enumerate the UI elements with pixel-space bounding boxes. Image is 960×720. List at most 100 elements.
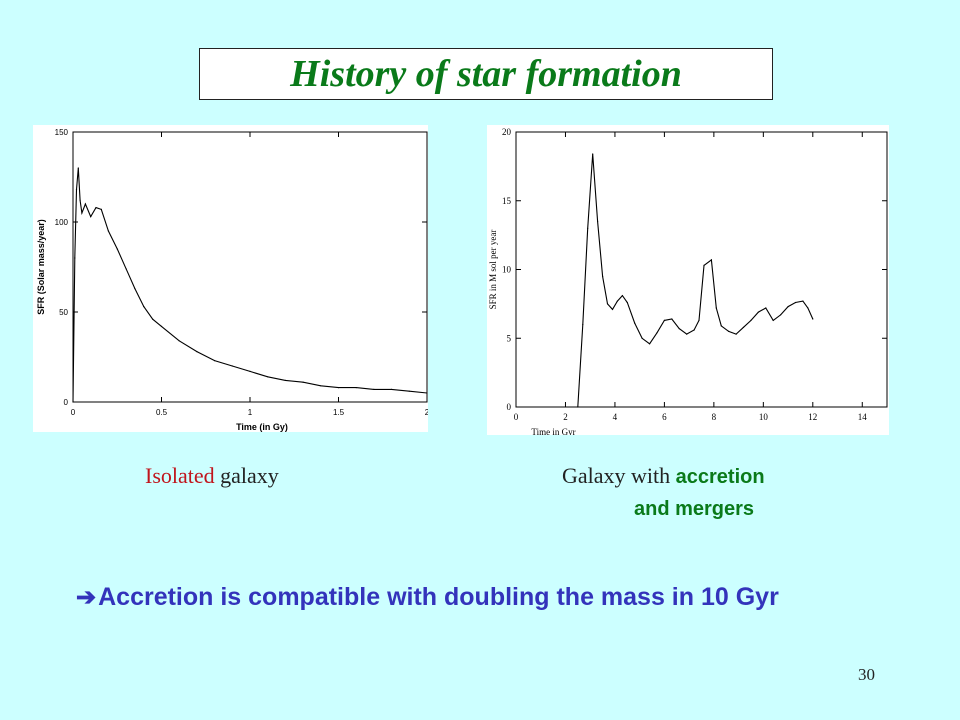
isolated-galaxy-chart-svg: 0 0.5 1 1.5 2 0 50 100 150 Time (in Gy) SFR (Solar… [36, 128, 428, 432]
chart2-data-point [772, 319, 774, 321]
chart2-xtick-label: 6 [662, 412, 667, 422]
chart1-plot-frame [72, 131, 428, 403]
chart1-x-axis-label: Time (in Gy) [236, 422, 288, 432]
caption-accretion-prefix: Galaxy with [562, 463, 676, 488]
chart1-data-point [231, 365, 233, 367]
chart1-data-point [302, 381, 304, 383]
chart2-xtick-label: 8 [712, 412, 717, 422]
chart2-ytick-label: 5 [507, 333, 512, 343]
chart2-data-point [693, 329, 695, 331]
accretion-galaxy-chart: 0 2 4 6 8 10 12 14 0 5 10 15 20 Time in Gyr SFR in M s… [487, 125, 889, 435]
chart1-data-point [77, 167, 79, 169]
chart2-data-point [606, 303, 609, 305]
chart1-data-point [116, 248, 118, 250]
chart2-ytick-label: 10 [502, 265, 512, 275]
chart2-data-point [728, 330, 730, 332]
chart2-data-point [634, 322, 636, 324]
right-arrow-icon: ➔ [76, 584, 97, 611]
chart1-data-point [81, 212, 83, 214]
chart2-data-point [616, 300, 618, 302]
chart1-xtick-label: 0.5 [156, 408, 168, 417]
isolated-galaxy-chart: 0 0.5 1 1.5 2 0 50 100 150 Time (in Gy) SFR (Solar… [33, 125, 428, 432]
caption-accretion-highlight: accretion [675, 466, 765, 488]
chart1-data-point [74, 257, 76, 259]
chart2-y-axis-label: SFR in M sol per year [488, 230, 498, 310]
chart2-xtick-label: 0 [514, 412, 519, 422]
chart1-data-point [72, 401, 74, 403]
conclusion-line: ➔ Accretion is compatible with doubling … [76, 583, 779, 612]
chart1-y-axis-label: SFR (Solar mass/year) [36, 219, 46, 315]
chart2-x-axis-label: Time in Gyr [531, 427, 575, 435]
chart2-data-point [703, 264, 705, 266]
chart1-data-point [267, 376, 269, 378]
chart1-data-point [90, 216, 92, 218]
chart1-data-point [249, 370, 251, 372]
chart1-xtick-label: 2 [425, 408, 428, 417]
chart2-xtick-label: 4 [613, 412, 618, 422]
chart2-data-point [671, 318, 673, 320]
caption-accretion: Galaxy with accretion [562, 463, 765, 489]
conclusion-text: Accretion is compatible with doubling th… [98, 583, 779, 611]
chart1-data-point [426, 392, 428, 394]
chart2-data-point [686, 333, 688, 335]
chart2-data-point [626, 301, 628, 304]
chart1-data-point [75, 189, 78, 191]
chart2-data-point [720, 325, 722, 327]
chart1-data-point [337, 387, 340, 389]
chart2-ytick-label: 0 [507, 402, 512, 412]
chart2-plot-frame [515, 131, 888, 408]
chart1-data-point [373, 388, 375, 390]
chart1-data-point [79, 199, 81, 201]
chart1-data-point [196, 351, 198, 353]
caption-isolated-rest: galaxy [214, 463, 279, 488]
chart2-data-point [597, 220, 599, 222]
chart1-ytick-label: 150 [55, 128, 69, 137]
caption-mergers-highlight: and mergers [634, 498, 755, 520]
chart1-data-point [160, 325, 163, 327]
chart2-data-point [663, 319, 665, 321]
caption-isolated-highlight: Isolated [145, 463, 215, 488]
slide-title: History of star formation [290, 53, 682, 95]
chart1-data-point [95, 207, 97, 209]
chart1-xtick-label: 1 [248, 408, 253, 417]
chart2-xtick-label: 2 [563, 412, 568, 422]
chart1-ytick-label: 0 [64, 398, 69, 407]
chart2-data-point [592, 153, 594, 155]
chart2-data-point [742, 326, 745, 328]
chart2-data-point [715, 307, 717, 309]
chart2-data-point [582, 323, 584, 326]
chart2-xtick-label: 14 [858, 412, 868, 422]
chart2-data-point [787, 306, 789, 308]
chart1-series-line [72, 167, 428, 403]
chart1-data-point [143, 306, 145, 308]
chart2-data-point [710, 259, 712, 261]
chart2-data-point [678, 328, 680, 330]
chart2-data-point [765, 307, 767, 309]
chart1-data-point [214, 360, 216, 362]
caption-accretion-line2: and mergers [634, 495, 754, 521]
accretion-galaxy-chart-svg: 0 2 4 6 8 10 12 14 0 5 10 15 20 Time in Gyr SFR in M s… [488, 127, 888, 435]
chart1-data-point [408, 390, 410, 392]
chart2-xtick-label: 10 [759, 412, 769, 422]
chart2-ytick-label: 15 [502, 196, 512, 206]
chart1-ytick-label: 100 [55, 218, 69, 227]
chart2-data-point [735, 333, 737, 335]
chart1-data-point [178, 340, 180, 342]
chart1-data-point [107, 230, 109, 232]
chart2-data-point [802, 300, 804, 302]
chart2-data-point [656, 332, 658, 334]
chart2-data-point [757, 311, 759, 313]
chart1-data-point [284, 379, 286, 381]
chart2-data-point [750, 319, 752, 321]
caption-isolated: Isolated galaxy [145, 463, 279, 489]
chart2-data-point [698, 319, 700, 321]
chart2-data-point [807, 307, 809, 309]
chart1-data-point [84, 203, 86, 205]
chart2-data-point [780, 314, 782, 316]
chart2-data-point [649, 343, 651, 345]
chart2-ytick-label: 20 [502, 127, 512, 137]
chart1-ytick-label: 50 [59, 308, 68, 317]
chart1-data-point [134, 288, 136, 290]
chart1-xtick-label: 0 [71, 408, 76, 417]
chart1-data-point [100, 208, 102, 210]
